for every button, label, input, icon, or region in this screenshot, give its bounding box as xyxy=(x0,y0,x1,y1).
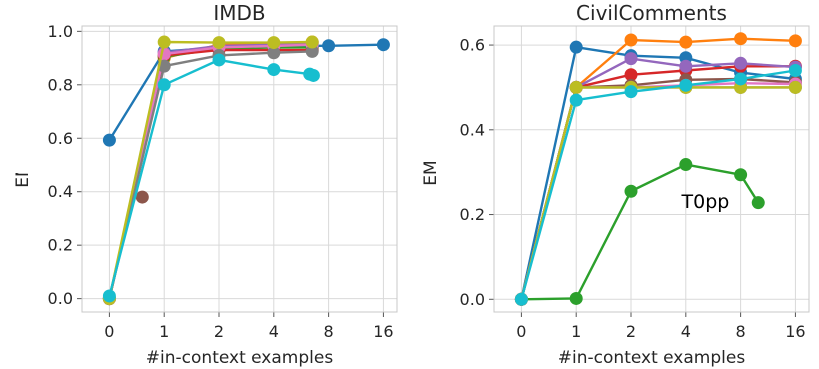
panel1-xtick-label: 16 xyxy=(373,322,393,341)
panel2-series-2-point xyxy=(734,32,748,46)
panel2-series-3-point xyxy=(751,196,765,210)
panel1-series-10-point xyxy=(212,53,226,67)
panel2-series-line-10 xyxy=(520,69,796,300)
panel2-series-10-point xyxy=(734,72,748,86)
panel1-series-9-point xyxy=(305,35,319,49)
panel1-xtick-label: 1 xyxy=(159,322,169,341)
panel1-ylabel-clip xyxy=(12,140,46,173)
panel1-series-1-point xyxy=(102,133,116,147)
panel2-xtick-label: 1 xyxy=(571,322,581,341)
panel1-xtick-label: 2 xyxy=(214,322,224,341)
panel2-xtick-label: 0 xyxy=(516,322,526,341)
panel2-series-9-point xyxy=(788,80,802,94)
panel2-series-line-8 xyxy=(520,86,796,300)
panel2-series-3-point xyxy=(679,158,693,172)
panel1-xlabel: #in-context examples xyxy=(146,348,334,368)
panel2-series-9-point xyxy=(569,80,583,94)
panel2-series-line-9 xyxy=(520,86,796,300)
panel2-xtick-label: 4 xyxy=(681,322,691,341)
panel2-plot-area xyxy=(493,25,810,313)
panel2-ytick-label: 0.4 xyxy=(460,120,485,139)
panel2-series-1-point xyxy=(569,40,583,54)
panel2-series-10-point xyxy=(788,63,802,77)
panel2-ytick-label: 0.6 xyxy=(460,36,485,55)
panel2-series-5-point xyxy=(679,59,693,73)
panel1-xtick-label: 4 xyxy=(269,322,279,341)
panel2-series-3-point xyxy=(624,184,638,198)
panel1-series-10-point xyxy=(267,63,281,77)
panel1-ytick-label: 0.8 xyxy=(48,75,73,94)
panel2-title: CivilComments xyxy=(576,1,727,25)
panel2-xtick-label: 2 xyxy=(626,322,636,341)
panel2-series-10-point xyxy=(624,85,638,99)
panel2-series-line-1 xyxy=(520,46,796,300)
panel1-series-9-point xyxy=(212,36,226,50)
panel2-xtick-label: 8 xyxy=(736,322,746,341)
panel1-series-1-point xyxy=(376,38,390,52)
panel2-ytick-label: 0.0 xyxy=(460,290,485,309)
panel1-series-1-point xyxy=(322,39,336,53)
panel2-series-10-point xyxy=(569,93,583,107)
panel1-series-10-point xyxy=(306,68,320,82)
panel2-series-4-point xyxy=(624,68,638,82)
panel2-series-2-point xyxy=(788,34,802,48)
panel1-series-8-point xyxy=(305,44,319,58)
panel1-xtick-label: 0 xyxy=(104,322,114,341)
panel2-series-5-point xyxy=(734,56,748,70)
panel1-plot-area xyxy=(81,25,398,313)
panel2-series-2-point xyxy=(624,33,638,47)
panel1-ytick-label: 0.2 xyxy=(48,236,73,255)
panel2-xtick-label: 16 xyxy=(785,322,805,341)
panel1-series-line-10 xyxy=(108,58,314,297)
panel1-ytick-label: 0.0 xyxy=(48,289,73,308)
panel1-series-9-point xyxy=(157,35,171,49)
panel1-series-9-point xyxy=(267,36,281,50)
panel1-series-10-point xyxy=(157,78,171,92)
panel1-ytick-label: 1.0 xyxy=(48,22,73,41)
panel2-series-3-point xyxy=(569,291,583,305)
panel2-series-10-point xyxy=(514,292,528,306)
panel2-series-10-point xyxy=(679,78,693,92)
panel2-annotation: T0pp xyxy=(681,191,730,213)
panel2-series-2-point xyxy=(679,35,693,49)
panel1-xtick-label: 8 xyxy=(324,322,334,341)
panel1-ytick-label: 0.4 xyxy=(48,182,73,201)
panel1-ytick-label: 0.6 xyxy=(48,129,73,148)
panel2-ytick-label: 0.2 xyxy=(460,205,485,224)
panel1-title: IMDB xyxy=(213,1,265,25)
panel2-ylabel: EM xyxy=(421,160,441,185)
panel2-series-3-point xyxy=(734,168,748,182)
panel1-series-6-point xyxy=(135,190,149,204)
panel2-series-line-3 xyxy=(521,163,760,301)
panel1-series-10-point xyxy=(102,289,116,303)
panel2-series-line-4 xyxy=(520,65,796,300)
panel1-series-8-point xyxy=(267,46,281,60)
panel2-series-5-point xyxy=(624,52,638,66)
panel2-xlabel: #in-context examples xyxy=(558,348,746,368)
